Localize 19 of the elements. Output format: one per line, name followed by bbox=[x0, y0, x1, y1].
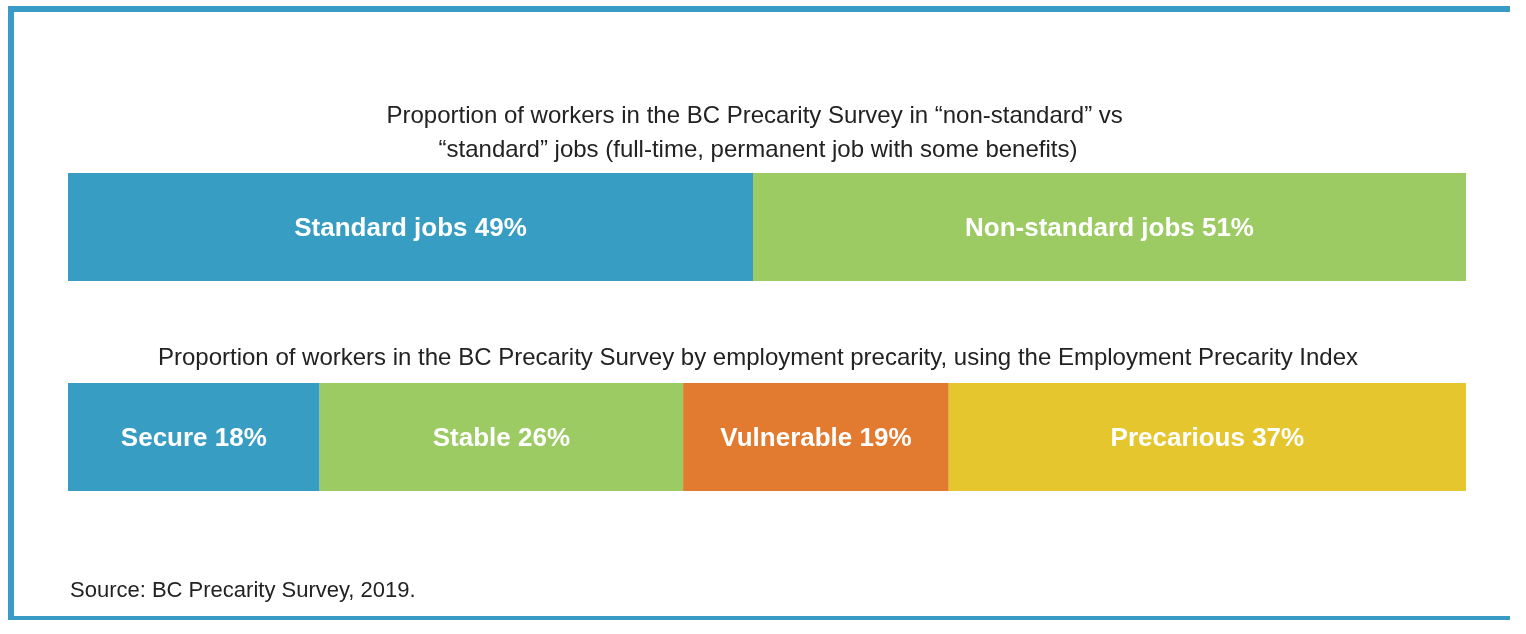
bar bbox=[319, 383, 684, 491]
data-label: 26% bbox=[517, 422, 571, 452]
chart-title: Proportion of workers in the BC Precarity Survey by employment precarity, using the Employment Precarity Index bbox=[157, 342, 1359, 370]
data-label: 18% bbox=[214, 422, 267, 452]
data-label: 37% bbox=[1252, 422, 1305, 452]
bar bbox=[68, 383, 320, 491]
bar bbox=[948, 383, 1466, 491]
series-label: Vulnerable bbox=[720, 422, 853, 452]
series-label: Secure bbox=[120, 422, 208, 452]
chart-title: Proportion of workers in the BC Precarity Survey in “non-standard” vs “standard” jobs (full-time, permanent job with some benefits) bbox=[386, 100, 1130, 162]
data-label: 49% bbox=[474, 212, 527, 242]
series-label: Standard jobs bbox=[294, 212, 468, 242]
series-label: Stable bbox=[432, 422, 511, 452]
data-label: 51% bbox=[1201, 212, 1254, 242]
series-label: Non-standard jobs bbox=[965, 212, 1195, 242]
data-label: 19% bbox=[859, 422, 912, 452]
bar bbox=[683, 383, 949, 491]
source-note: Source: BC Precarity Survey, 2019. bbox=[70, 576, 416, 602]
series-label: Precarious bbox=[1110, 422, 1245, 452]
